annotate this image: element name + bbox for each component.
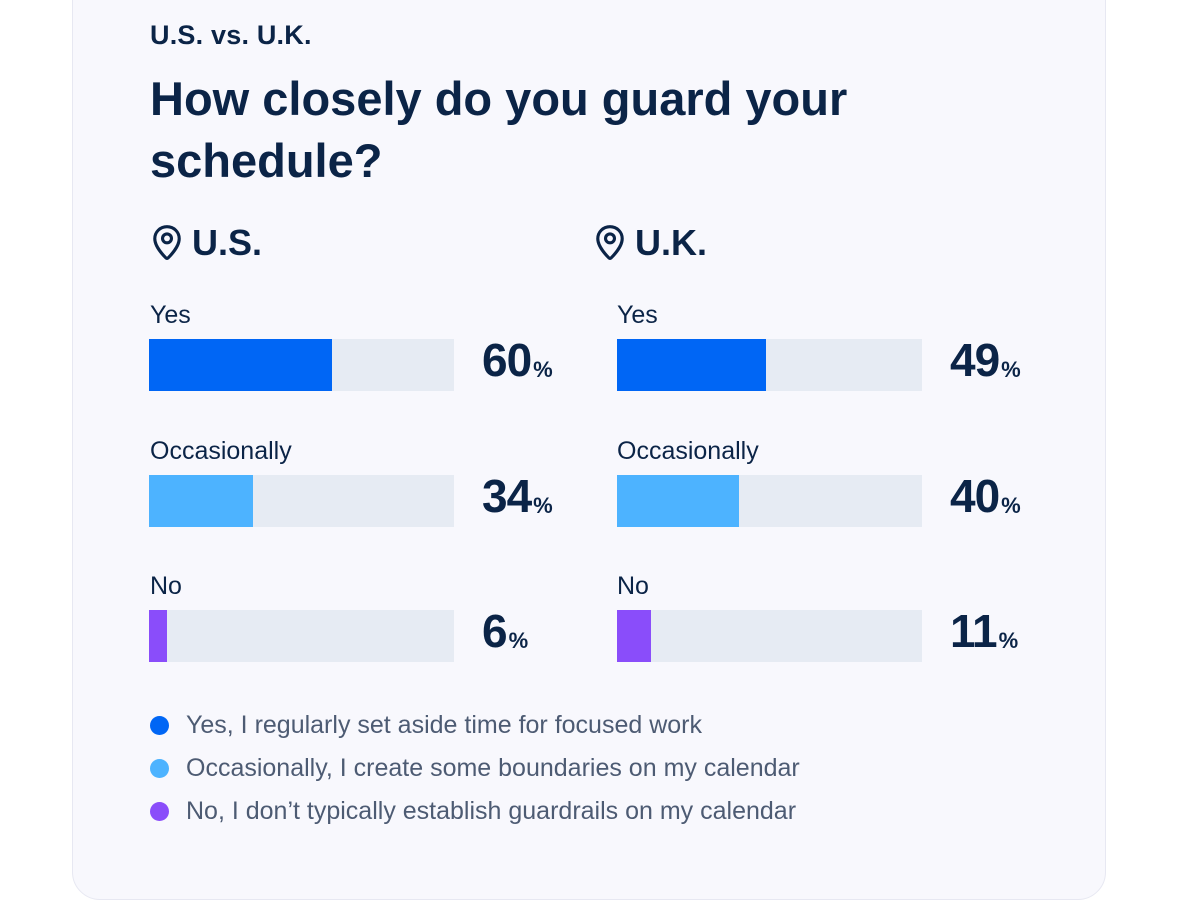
bar-label-uk-occasionally: Occasionally: [617, 437, 759, 465]
legend-item-no: No, I don’t typically establish guardrai…: [150, 790, 800, 833]
location-pin-icon: [153, 225, 181, 260]
value-label-us-yes: 60%: [482, 331, 553, 383]
bar-track-us-no: [149, 610, 454, 662]
value-label-us-no: 6%: [482, 602, 528, 654]
page-title: How closely do you guard your schedule?: [150, 72, 848, 187]
bar-uk-occasionally: [617, 475, 739, 527]
value-label-uk-occasionally: 40%: [950, 467, 1021, 519]
value-number-us-yes: 60: [482, 334, 532, 386]
legend-item-occasionally: Occasionally, I create some boundaries o…: [150, 747, 800, 790]
value-number-us-no: 6: [482, 605, 508, 657]
legend-item-yes: Yes, I regularly set aside time for focu…: [150, 704, 800, 747]
value-label-us-occasionally: 34%: [482, 467, 553, 519]
bar-label-us-no: No: [150, 572, 182, 600]
value-number-us-occasionally: 34: [482, 470, 532, 522]
legend-label-yes: Yes, I regularly set aside time for focu…: [186, 711, 702, 739]
percent-sign: %: [1001, 357, 1021, 382]
region-title-us: U.S.: [192, 222, 263, 263]
legend-label-no: No, I don’t typically establish guardrai…: [186, 797, 797, 825]
percent-sign: %: [533, 357, 553, 382]
value-number-uk-occasionally: 40: [950, 470, 1000, 522]
region-heading-uk: U.K.: [593, 222, 707, 264]
bar-label-us-occasionally: Occasionally: [150, 437, 292, 465]
bar-label-us-yes: Yes: [150, 301, 191, 329]
bar-track-uk-occasionally: [617, 475, 922, 527]
value-number-uk-yes: 49: [950, 334, 1000, 386]
value-number-uk-no: 11: [950, 605, 998, 657]
value-label-uk-yes: 49%: [950, 331, 1021, 383]
percent-sign: %: [1001, 493, 1021, 518]
percent-sign: %: [533, 493, 553, 518]
bar-uk-no: [617, 610, 651, 662]
bar-track-uk-yes: [617, 339, 922, 391]
legend-label-occasionally: Occasionally, I create some boundaries o…: [186, 754, 800, 782]
location-pin-icon: [596, 225, 624, 260]
survey-card: [72, 0, 1106, 900]
legend: Yes, I regularly set aside time for focu…: [150, 704, 800, 833]
bar-label-uk-yes: Yes: [617, 301, 658, 329]
region-heading-us: U.S.: [150, 222, 262, 264]
legend-dot-occasionally: [150, 759, 169, 778]
bar-us-occasionally: [149, 475, 253, 527]
bar-us-no: [149, 610, 168, 662]
percent-sign: %: [998, 628, 1019, 653]
legend-dot-no: [150, 802, 169, 821]
bar-track-uk-no: [617, 610, 922, 662]
percent-sign: %: [508, 628, 529, 653]
bar-label-uk-no: No: [617, 572, 649, 600]
bar-track-us-occasionally: [149, 475, 454, 527]
legend-dot-yes: [150, 716, 169, 735]
value-label-uk-no: 11%: [950, 602, 1018, 654]
bar-uk-yes: [617, 339, 767, 391]
region-title-uk: U.K.: [635, 222, 707, 263]
bar-track-us-yes: [149, 339, 454, 391]
bar-us-yes: [149, 339, 332, 391]
eyebrow-label: U.S. vs. U.K.: [150, 20, 312, 50]
